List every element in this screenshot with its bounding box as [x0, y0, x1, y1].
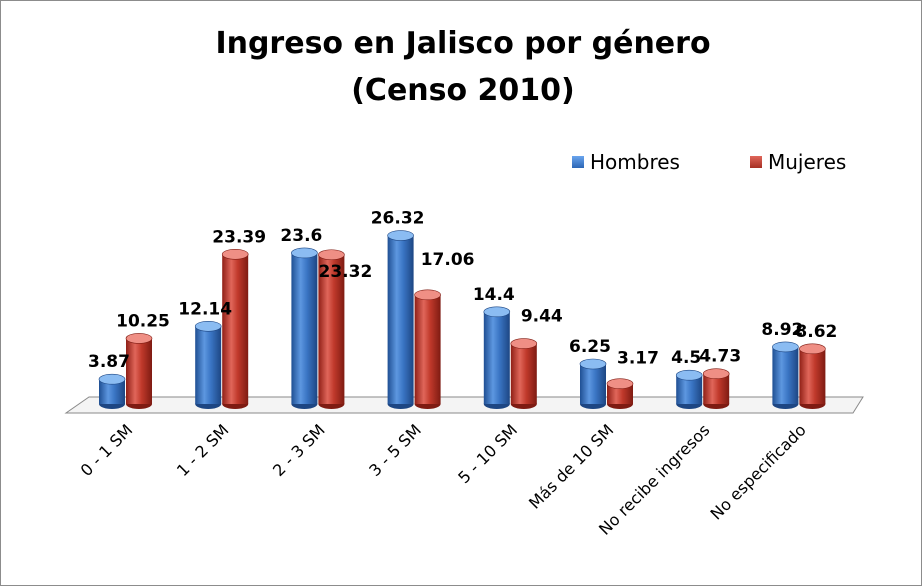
bar-top — [772, 341, 799, 353]
bar-top — [318, 249, 345, 261]
bar-mujeres-8 — [799, 343, 826, 409]
bar-body — [580, 364, 606, 404]
bar-body — [126, 338, 152, 404]
bar-top — [194, 321, 222, 332]
bar-top — [291, 247, 318, 259]
bar-body — [799, 348, 826, 404]
data-label-mujeres-7: 4.73 — [699, 347, 741, 367]
bar-body — [772, 346, 799, 404]
bar-body — [483, 311, 510, 404]
bar-mujeres-6 — [606, 378, 634, 409]
bar-top — [221, 249, 249, 260]
data-label-hombres-5: 14.4 — [473, 285, 515, 305]
data-label-hombres-3: 23.6 — [280, 226, 322, 246]
data-label-mujeres-4: 17.06 — [421, 250, 475, 270]
bar-hombres-5 — [483, 306, 511, 409]
data-label-hombres-6: 6.25 — [569, 337, 611, 357]
data-label-mujeres-1: 10.25 — [116, 311, 170, 331]
category-label-1-2-sm: 1 - 2 SM — [173, 420, 233, 480]
category-label-2-3-sm: 2 - 3 SM — [269, 420, 329, 480]
bar-hombres-7 — [675, 369, 703, 409]
legend: Hombres Mujeres — [572, 150, 846, 174]
bar-body — [414, 294, 441, 404]
bar-hombres-6 — [579, 358, 607, 409]
bar-top — [125, 333, 153, 344]
bar-top — [606, 378, 634, 390]
bar-mujeres-1 — [125, 333, 153, 409]
data-label-hombres-8: 8.92 — [761, 320, 803, 340]
legend-swatch-mujeres — [750, 156, 762, 168]
bar-top — [414, 289, 441, 301]
data-label-hombres-4: 26.32 — [371, 209, 425, 229]
bar-mujeres-2 — [221, 249, 249, 409]
bar-body — [195, 326, 222, 404]
data-label-mujeres-5: 9.44 — [521, 307, 563, 327]
floor-plane — [64, 396, 864, 414]
data-label-mujeres-8: 8.62 — [795, 322, 837, 342]
bar-hombres-2 — [194, 321, 222, 409]
chart-floor — [64, 396, 864, 414]
category-labels-group: 0 - 1 SM 1 - 2 SM 2 - 3 SM 3 - 5 SM 5 - 10 S… — [77, 420, 810, 538]
bar-hombres-4 — [387, 230, 414, 409]
bar-top — [675, 369, 703, 381]
bar-body — [607, 383, 633, 404]
bar-top — [510, 338, 538, 349]
chart-title-line-1: Ingreso en Jalisco por género — [215, 26, 710, 61]
bar-top — [98, 373, 126, 385]
data-label-mujeres-3: 23.32 — [319, 262, 373, 282]
data-label-mujeres-6: 3.17 — [617, 349, 659, 369]
bar-body — [318, 254, 345, 404]
bars-group — [98, 230, 826, 409]
category-label-mas-de-10-sm: Más de 10 SM — [525, 420, 617, 512]
bar-top — [702, 368, 730, 380]
bar-hombres-3 — [291, 247, 318, 409]
data-label-mujeres-2: 23.39 — [212, 227, 266, 247]
bar-top — [387, 230, 414, 241]
bar-mujeres-5 — [510, 338, 538, 409]
bar-body — [510, 343, 537, 404]
bar-top — [799, 343, 826, 355]
bar-body — [291, 252, 318, 404]
bar-hombres-1 — [98, 373, 126, 409]
legend-label-mujeres: Mujeres — [768, 150, 846, 174]
category-label-no-especificado: No especificado — [707, 420, 810, 523]
bar-mujeres-3 — [318, 249, 345, 409]
bar-body — [387, 235, 414, 404]
category-label-0-1-sm: 0 - 1 SM — [77, 420, 137, 480]
data-label-hombres-7: 4.5 — [671, 348, 701, 368]
data-label-hombres-2: 12.14 — [178, 299, 232, 319]
bar-hombres-8 — [772, 341, 799, 409]
bar-top — [579, 358, 607, 370]
legend-label-hombres: Hombres — [590, 150, 680, 174]
bar-mujeres-7 — [702, 368, 730, 409]
data-labels-group: 3.87 10.25 12.14 23.39 23.6 23.32 26.32 17.06 14… — [88, 209, 837, 373]
chart-title-line-2: (Censo 2010) — [351, 73, 575, 108]
category-label-3-5-sm: 3 - 5 SM — [365, 420, 425, 480]
data-label-hombres-1: 3.87 — [88, 352, 130, 372]
bar-mujeres-4 — [414, 289, 441, 409]
bar-body — [222, 254, 249, 404]
bar-top — [483, 306, 511, 318]
category-label-5-10-sm: 5 - 10 SM — [454, 420, 521, 487]
legend-swatch-hombres — [572, 156, 584, 168]
